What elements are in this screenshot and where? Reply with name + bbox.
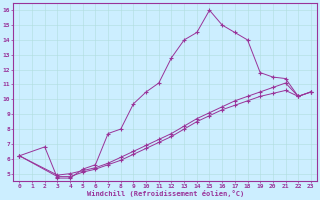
X-axis label: Windchill (Refroidissement éolien,°C): Windchill (Refroidissement éolien,°C) [86,190,244,197]
